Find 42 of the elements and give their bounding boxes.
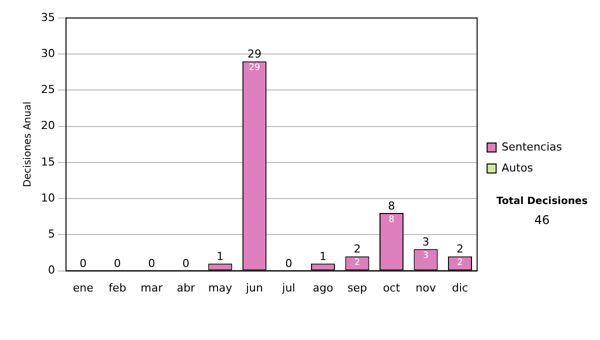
data-label: 2: [354, 258, 360, 268]
y-tick-label: 15: [40, 155, 55, 168]
total-label: 3: [422, 235, 430, 248]
x-tick-label: jul: [281, 281, 296, 294]
x-tick-label: feb: [108, 281, 126, 294]
y-tick-label: 0: [48, 264, 55, 277]
x-tick-label: may: [208, 281, 233, 294]
x-tick-label: jun: [244, 281, 263, 294]
total-label: 29: [247, 48, 262, 61]
x-tick-label: dic: [452, 281, 468, 294]
y-tick-label: 10: [40, 191, 55, 204]
total-label: 0: [114, 257, 121, 270]
x-tick-label: sep: [347, 281, 367, 294]
y-tick-label: 30: [40, 46, 55, 60]
x-tick-label: ago: [312, 281, 334, 294]
x-tick-label: ene: [72, 281, 94, 294]
y-tick-label: 20: [40, 119, 55, 132]
y-tick-label: 25: [40, 83, 55, 96]
text: Total Decisiones: [495, 196, 589, 207]
legend-label: Autos: [502, 161, 534, 174]
data-label: 8: [388, 214, 395, 225]
total-label: 8: [388, 199, 395, 212]
x-tick-label: abr: [176, 281, 196, 294]
legend-label: Sentencias: [502, 140, 562, 154]
text: 46: [533, 213, 551, 227]
y-tick-label: 5: [48, 228, 55, 241]
data-label: 2: [457, 258, 463, 268]
total-label: 0: [182, 257, 190, 270]
total-label: 2: [456, 242, 464, 256]
data-label: 29: [248, 63, 260, 74]
y-tick-label: 35: [40, 10, 55, 24]
total-label: 1: [319, 250, 326, 263]
x-tick-label: nov: [416, 281, 436, 294]
total-label: 0: [80, 257, 87, 270]
total-label: 0: [285, 257, 292, 270]
total-label: 1: [216, 250, 224, 263]
y-axis-title: Decisiones Anual: [22, 102, 34, 188]
total-label: 2: [354, 242, 361, 256]
total-label: 0: [148, 257, 156, 270]
x-tick-label: mar: [140, 281, 164, 294]
x-tick-label: oct: [382, 281, 401, 294]
data-label: 3: [422, 250, 429, 261]
